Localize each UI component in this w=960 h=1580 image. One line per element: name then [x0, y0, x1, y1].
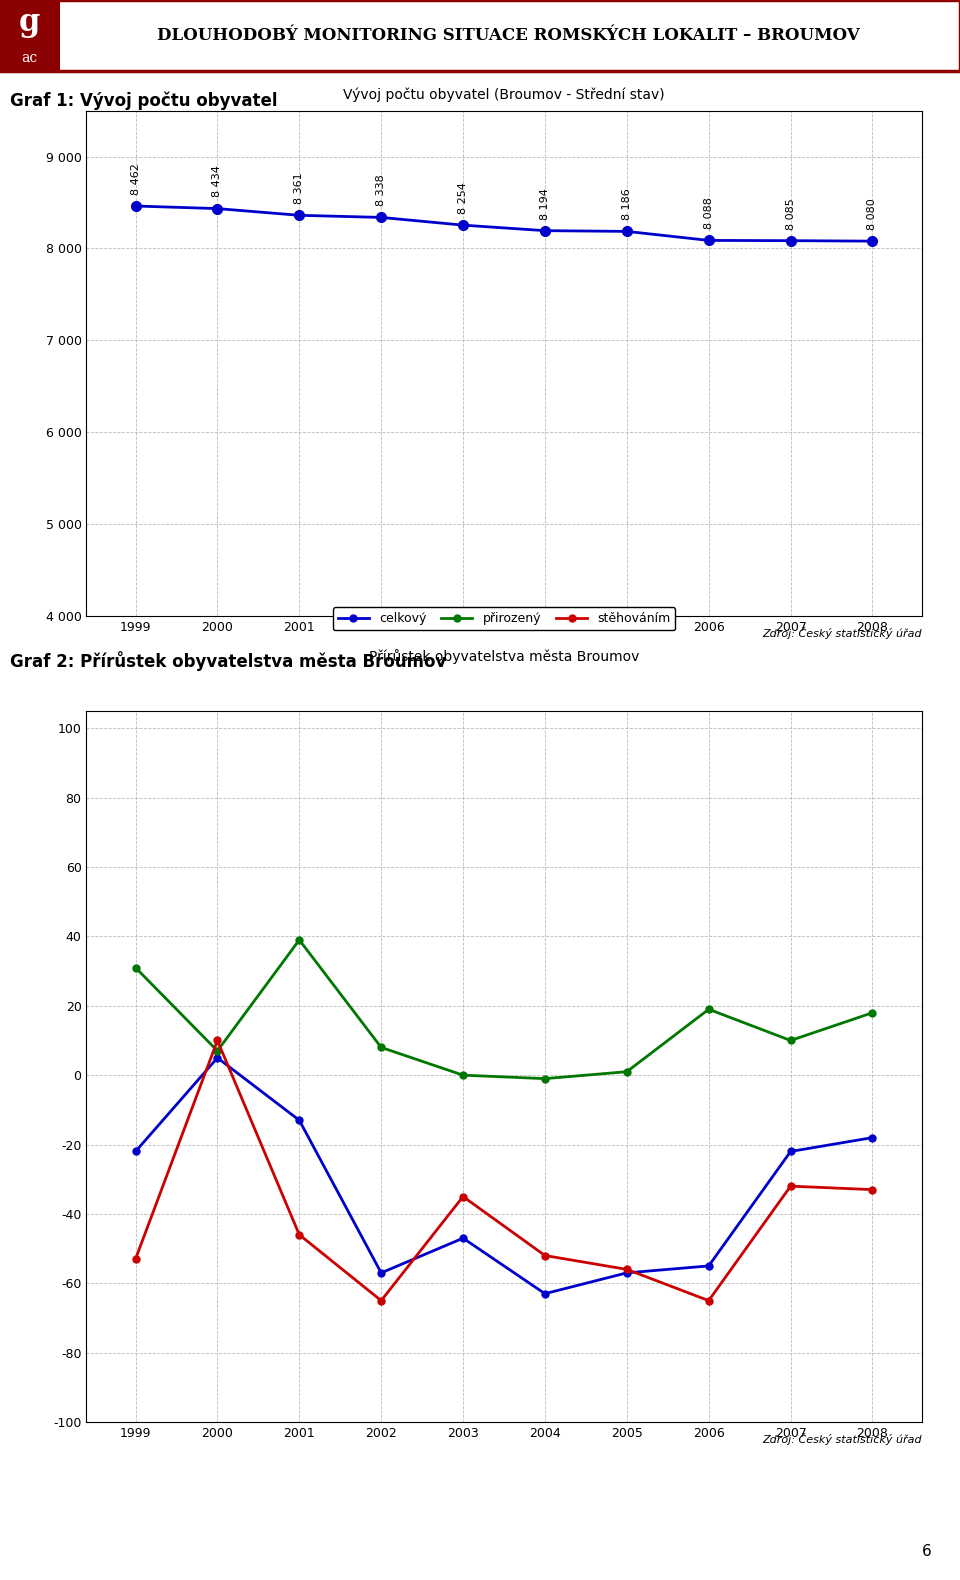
Text: 8 338: 8 338: [376, 174, 386, 207]
Text: 8 361: 8 361: [295, 172, 304, 204]
přirozený: [130, 957, 141, 976]
stěhováním: [621, 1259, 633, 1278]
stěhováním: [457, 1187, 468, 1206]
Text: 8 080: 8 080: [868, 198, 877, 231]
přirozený: [457, 1065, 468, 1084]
Text: g: g: [19, 8, 40, 38]
stěhováním: [294, 1224, 305, 1243]
přirozený: [211, 1041, 223, 1060]
Title: Přírůstek obyvatelstva města Broumov: Přírůstek obyvatelstva města Broumov: [369, 649, 639, 664]
Text: 8 462: 8 462: [131, 163, 140, 194]
přirozený: [867, 1003, 878, 1022]
celkový: [540, 1285, 551, 1304]
Text: 8 186: 8 186: [622, 188, 632, 220]
Text: 8 085: 8 085: [785, 198, 796, 229]
přirozený: [375, 1038, 387, 1057]
celkový: [621, 1264, 633, 1283]
stěhováním: [703, 1291, 714, 1310]
celkový: [130, 1142, 141, 1161]
Text: 6: 6: [922, 1544, 931, 1559]
stěhováním: [867, 1180, 878, 1199]
přirozený: [294, 931, 305, 950]
Text: Graf 2: Přírůstek obyvatelstva města Broumov: Graf 2: Přírůstek obyvatelstva města Bro…: [10, 651, 446, 671]
celkový: [294, 1111, 305, 1130]
přirozený: [703, 1000, 714, 1019]
celkový: [457, 1229, 468, 1248]
přirozený: [540, 1070, 551, 1089]
Text: DLOUHODOBÝ MONITORING SITUACE ROMSKÝCH LOKALIT – BROUMOV: DLOUHODOBÝ MONITORING SITUACE ROMSKÝCH L…: [157, 27, 860, 44]
stěhováním: [785, 1177, 797, 1196]
Bar: [0, 0, 60, 71]
stěhováním: [211, 1032, 223, 1051]
stěhováním: [130, 1250, 141, 1269]
celkový: [867, 1128, 878, 1147]
Text: 8 434: 8 434: [212, 166, 223, 198]
stěhováním: [540, 1247, 551, 1266]
celkový: [375, 1264, 387, 1283]
Line: stěhováním: stěhováním: [132, 1036, 876, 1304]
Text: 8 088: 8 088: [704, 198, 713, 229]
Text: Zdroj: Český statistický úřad: Zdroj: Český statistický úřad: [762, 627, 922, 640]
Text: ac: ac: [22, 51, 37, 65]
Title: Vývoj počtu obyvatel (Broumov - Střední stav): Vývoj počtu obyvatel (Broumov - Střední …: [343, 88, 665, 103]
Line: přirozený: přirozený: [132, 937, 876, 1082]
celkový: [211, 1049, 223, 1068]
Legend: celkový, přirozený, stěhováním: celkový, přirozený, stěhováním: [332, 607, 676, 630]
přirozený: [621, 1062, 633, 1081]
Line: celkový: celkový: [132, 1054, 876, 1297]
celkový: [703, 1256, 714, 1275]
stěhováním: [375, 1291, 387, 1310]
přirozený: [785, 1032, 797, 1051]
Text: 8 254: 8 254: [458, 182, 468, 213]
Text: Zdroj: Český statistický úřad: Zdroj: Český statistický úřad: [762, 1433, 922, 1446]
Text: 8 194: 8 194: [540, 188, 550, 220]
Text: Graf 1: Vývoj počtu obyvatel: Graf 1: Vývoj počtu obyvatel: [10, 92, 277, 111]
celkový: [785, 1142, 797, 1161]
